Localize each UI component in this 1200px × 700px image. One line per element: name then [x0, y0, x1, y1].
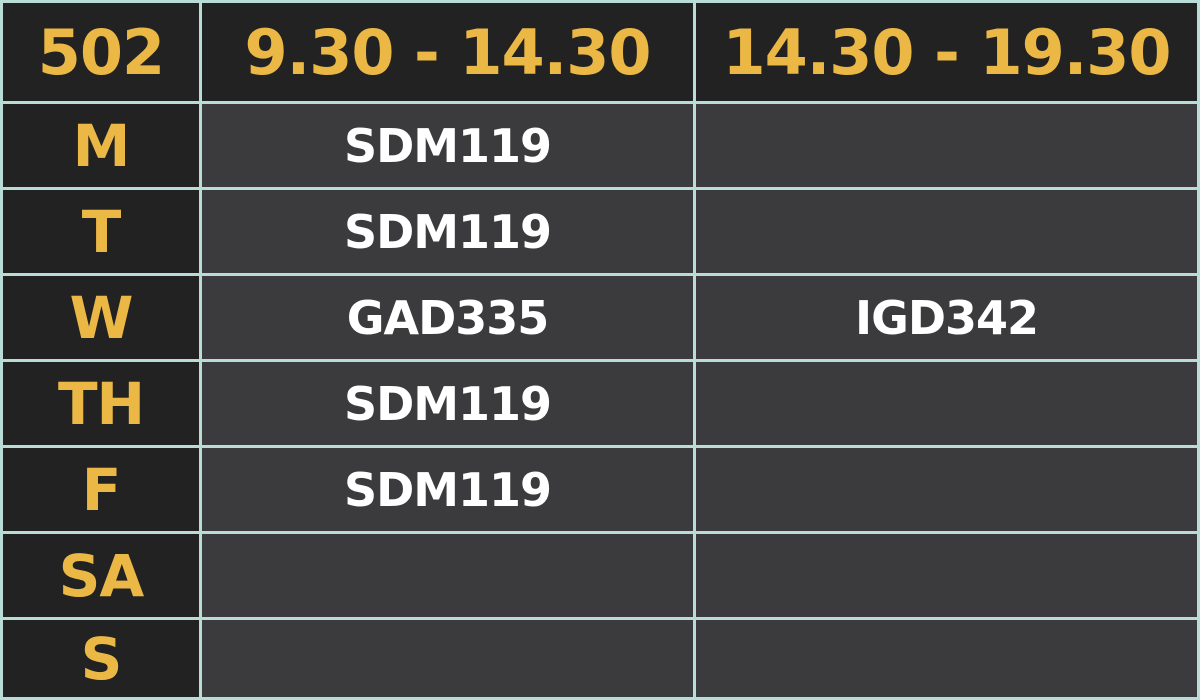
table-cell-tuesday-afternoon — [696, 190, 1200, 276]
day-label-thursday: TH — [0, 362, 202, 448]
table-cell-wednesday-morning: GAD335 — [202, 276, 696, 362]
day-label-friday: F — [0, 448, 202, 534]
table-cell-friday-afternoon — [696, 448, 1200, 534]
day-label-wednesday: W — [0, 276, 202, 362]
slot-header-morning: 9.30 - 14.30 — [202, 0, 696, 104]
table-cell-thursday-morning: SDM119 — [202, 362, 696, 448]
table-cell-monday-afternoon — [696, 104, 1200, 190]
table-cell-saturday-afternoon — [696, 534, 1200, 620]
table-cell-sunday-afternoon — [696, 620, 1200, 700]
table-cell-wednesday-afternoon: IGD342 — [696, 276, 1200, 362]
table-cell-thursday-afternoon — [696, 362, 1200, 448]
room-number: 502 — [0, 0, 202, 104]
day-label-saturday: SA — [0, 534, 202, 620]
table-cell-tuesday-morning: SDM119 — [202, 190, 696, 276]
table-cell-friday-morning: SDM119 — [202, 448, 696, 534]
table-cell-sunday-morning — [202, 620, 696, 700]
day-label-monday: M — [0, 104, 202, 190]
table-cell-monday-morning: SDM119 — [202, 104, 696, 190]
table-cell-saturday-morning — [202, 534, 696, 620]
day-label-sunday: S — [0, 620, 202, 700]
slot-header-afternoon: 14.30 - 19.30 — [696, 0, 1200, 104]
day-label-tuesday: T — [0, 190, 202, 276]
